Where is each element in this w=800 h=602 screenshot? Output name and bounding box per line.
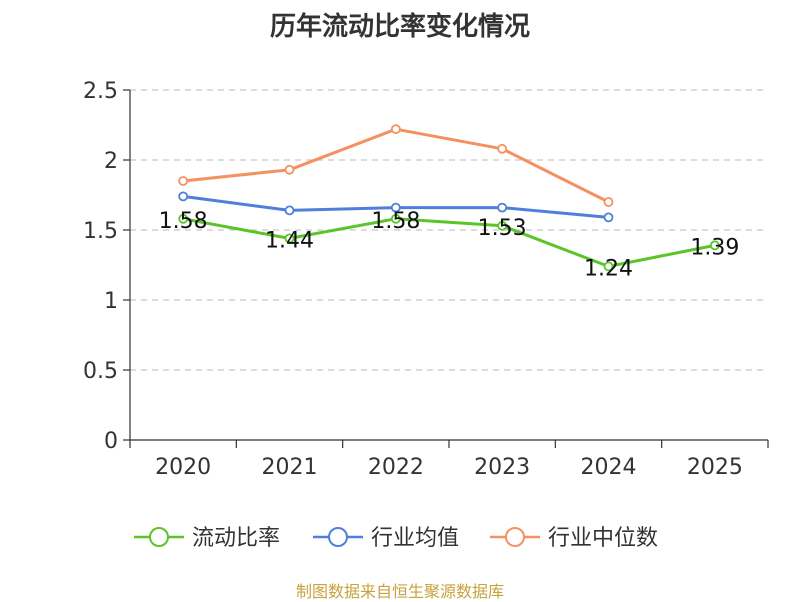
legend-item[interactable]: 行业中位数 bbox=[490, 526, 658, 551]
x-axis-ticks: 2020 2021 2022 2023 2024 2025 bbox=[129, 440, 769, 480]
legend-label: 行业中位数 bbox=[548, 526, 658, 551]
data-point bbox=[284, 233, 295, 244]
data-point bbox=[603, 212, 614, 223]
data-point bbox=[497, 143, 508, 154]
data-label: 1.39 bbox=[690, 235, 739, 260]
grid-lines bbox=[130, 89, 768, 371]
y-tick-label: 1.5 bbox=[83, 219, 118, 244]
data-point bbox=[390, 124, 401, 135]
y-tick-label: 1 bbox=[104, 289, 118, 314]
series-lines bbox=[182, 127, 716, 268]
y-tick-label: 2 bbox=[104, 149, 118, 174]
x-tick-label: 2025 bbox=[687, 455, 743, 480]
legend-label: 行业均值 bbox=[371, 526, 459, 551]
legend: 流动比率 行业均值 行业中位数 bbox=[134, 526, 658, 551]
data-point bbox=[603, 197, 614, 207]
legend-marker bbox=[505, 527, 525, 547]
chart-title: 历年流动比率变化情况 bbox=[269, 12, 530, 42]
x-tick-label: 2020 bbox=[155, 455, 211, 480]
data-point bbox=[178, 176, 189, 186]
legend-label: 流动比率 bbox=[192, 526, 280, 551]
x-tick-label: 2024 bbox=[581, 455, 637, 480]
data-point bbox=[284, 164, 295, 175]
y-tick-label: 0.5 bbox=[83, 359, 118, 384]
series-line bbox=[183, 127, 610, 204]
legend-marker bbox=[328, 527, 348, 547]
data-point bbox=[390, 213, 401, 224]
data-label: 1.58 bbox=[371, 209, 420, 234]
source-note: 制图数据来自恒生聚源数据库 bbox=[295, 582, 504, 601]
x-tick-label: 2023 bbox=[474, 455, 530, 480]
y-tick-label: 2.5 bbox=[83, 79, 118, 104]
data-point bbox=[284, 205, 295, 216]
legend-item[interactable]: 行业均值 bbox=[313, 526, 459, 551]
data-labels: 1.58 1.44 1.58 1.53 1.24 1.39 bbox=[159, 209, 740, 282]
data-point bbox=[178, 213, 189, 224]
data-point bbox=[709, 240, 720, 251]
series-line bbox=[182, 217, 716, 268]
data-point bbox=[178, 191, 189, 202]
data-point bbox=[497, 220, 508, 231]
axes bbox=[129, 90, 768, 441]
x-tick-label: 2021 bbox=[262, 455, 318, 480]
legend-marker bbox=[149, 527, 169, 547]
data-label: 1.53 bbox=[478, 216, 527, 241]
data-point bbox=[497, 202, 508, 213]
data-point bbox=[603, 261, 614, 272]
data-label: 1.24 bbox=[584, 256, 633, 281]
y-axis-ticks: 0 0.5 1 1.5 2 2.5 bbox=[83, 79, 130, 454]
y-tick-label: 0 bbox=[104, 429, 118, 454]
x-tick-label: 2022 bbox=[368, 455, 424, 480]
data-point bbox=[390, 202, 401, 213]
series-points bbox=[178, 124, 720, 272]
legend-item[interactable]: 流动比率 bbox=[134, 526, 280, 551]
data-label: 1.58 bbox=[159, 209, 208, 234]
data-label: 1.44 bbox=[265, 228, 314, 253]
